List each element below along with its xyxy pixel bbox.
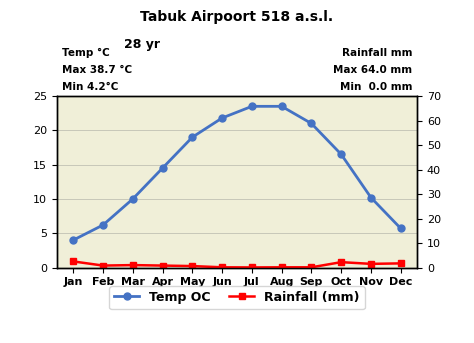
Temp OC: [368, 196, 374, 200]
Temp OC: [249, 104, 255, 108]
Temp OC: [309, 121, 314, 126]
Temp OC: [130, 197, 136, 201]
Rainfall (mm): [309, 265, 314, 269]
Rainfall (mm): [100, 263, 106, 268]
Text: Temp °C: Temp °C: [62, 48, 109, 58]
Rainfall (mm): [398, 261, 403, 265]
Temp OC: [219, 116, 225, 120]
Temp OC: [338, 152, 344, 156]
Temp OC: [100, 223, 106, 227]
Rainfall (mm): [190, 264, 195, 268]
Rainfall (mm): [368, 262, 374, 266]
Rainfall (mm): [249, 265, 255, 270]
Text: Min 4.2°C: Min 4.2°C: [62, 82, 118, 92]
Rainfall (mm): [338, 260, 344, 264]
Text: Rainfall mm: Rainfall mm: [342, 48, 412, 58]
Line: Temp OC: Temp OC: [70, 103, 404, 244]
Temp OC: [71, 238, 76, 242]
Rainfall (mm): [219, 265, 225, 269]
Text: Max 64.0 mm: Max 64.0 mm: [333, 65, 412, 75]
Temp OC: [398, 226, 403, 230]
Text: 28 yr: 28 yr: [124, 38, 160, 51]
Temp OC: [279, 104, 284, 108]
Rainfall (mm): [160, 263, 165, 268]
Rainfall (mm): [71, 259, 76, 263]
Text: Min  0.0 mm: Min 0.0 mm: [340, 82, 412, 92]
Rainfall (mm): [130, 263, 136, 267]
Legend: Temp OC, Rainfall (mm): Temp OC, Rainfall (mm): [109, 286, 365, 309]
Text: Max 38.7 °C: Max 38.7 °C: [62, 65, 132, 75]
Line: Rainfall (mm): Rainfall (mm): [70, 258, 404, 271]
Text: Tabuk Airpoort 518 a.s.l.: Tabuk Airpoort 518 a.s.l.: [140, 10, 334, 24]
Rainfall (mm): [279, 265, 284, 269]
Temp OC: [190, 135, 195, 139]
Temp OC: [160, 166, 165, 170]
